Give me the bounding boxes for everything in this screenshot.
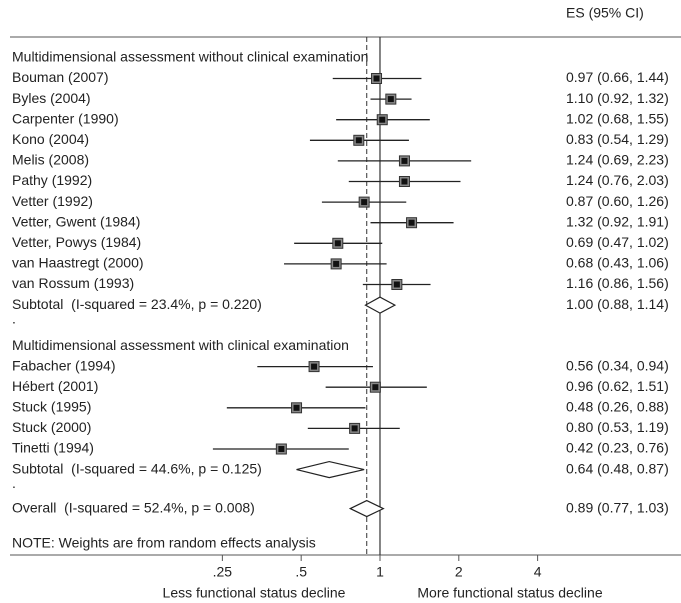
point-estimate <box>311 363 318 370</box>
point-estimate <box>408 219 415 226</box>
overall-diamond <box>348 499 385 518</box>
note: NOTE: Weights are from random effects an… <box>12 535 316 551</box>
effect-label: 1.10 (0.92, 1.32) <box>566 90 669 106</box>
subtotal-diamond <box>364 296 397 314</box>
point-estimate <box>401 178 408 185</box>
study-name: Pathy (1992) <box>12 172 92 188</box>
point-estimate <box>373 75 380 82</box>
point-estimate <box>333 260 340 267</box>
effect-label: 1.24 (0.76, 2.03) <box>566 172 669 188</box>
column-header: ES (95% CI) <box>566 5 644 21</box>
x-axis-label-left: Less functional status decline <box>163 585 346 601</box>
study-name: Bouman (2007) <box>12 69 109 85</box>
effect-label: 0.64 (0.48, 0.87) <box>566 460 669 476</box>
point-estimate <box>379 116 386 123</box>
point-estimate <box>372 384 379 391</box>
study-name: Vetter (1992) <box>12 193 93 209</box>
effect-label: 0.83 (0.54, 1.29) <box>566 131 669 147</box>
x-tick-label: .25 <box>213 564 233 580</box>
separator: . <box>12 310 16 326</box>
study-name: Melis (2008) <box>12 152 89 168</box>
study-name: Stuck (1995) <box>12 399 91 415</box>
study-name: Tinetti (1994) <box>12 440 94 456</box>
group-title: Multidimensional assessment without clin… <box>12 49 368 65</box>
subtotal-name: Subtotal (I-squared = 23.4%, p = 0.220) <box>12 296 262 312</box>
effect-label: 1.16 (0.86, 1.56) <box>566 275 669 291</box>
point-estimate <box>393 281 400 288</box>
point-estimate <box>293 404 300 411</box>
group-title: Multidimensional assessment with clinica… <box>12 337 349 353</box>
effect-label: 1.02 (0.68, 1.55) <box>566 110 669 126</box>
x-axis-label-right: More functional status decline <box>417 585 602 601</box>
study-name: Byles (2004) <box>12 90 91 106</box>
effect-label: 1.32 (0.92, 1.91) <box>566 213 669 229</box>
point-estimate <box>278 446 285 452</box>
separator: . <box>12 475 16 491</box>
x-tick-label: 4 <box>534 564 542 580</box>
effect-label: 1.24 (0.69, 2.23) <box>566 152 669 168</box>
point-estimate <box>361 199 368 206</box>
effect-label: 0.97 (0.66, 1.44) <box>566 69 669 85</box>
subtotal-name: Subtotal (I-squared = 44.6%, p = 0.125) <box>12 460 262 476</box>
overall-name: Overall (I-squared = 52.4%, p = 0.008) <box>12 499 255 515</box>
effect-label: 0.68 (0.43, 1.06) <box>566 255 669 271</box>
effect-label: 0.89 (0.77, 1.03) <box>566 499 669 515</box>
point-estimate <box>387 96 394 103</box>
study-name: Vetter, Powys (1984) <box>12 234 141 250</box>
subtotal-diamond <box>296 460 365 479</box>
x-tick-label: 1 <box>376 564 384 580</box>
study-name: Vetter, Gwent (1984) <box>12 213 140 229</box>
point-estimate <box>334 240 341 247</box>
study-name: Kono (2004) <box>12 131 89 147</box>
effect-label: 0.56 (0.34, 0.94) <box>566 357 669 373</box>
study-name: van Haastregt (2000) <box>12 255 144 271</box>
x-tick-label: .5 <box>295 564 307 580</box>
study-name: van Rossum (1993) <box>12 275 134 291</box>
point-estimate <box>355 137 362 144</box>
effect-label: 1.00 (0.88, 1.14) <box>566 296 669 312</box>
effect-label: 0.42 (0.23, 0.76) <box>566 440 669 456</box>
study-name: Fabacher (1994) <box>12 357 116 373</box>
x-tick-label: 2 <box>455 564 463 580</box>
effect-label: 0.69 (0.47, 1.02) <box>566 234 669 250</box>
study-name: Stuck (2000) <box>12 419 91 435</box>
effect-label: 0.80 (0.53, 1.19) <box>566 419 669 435</box>
study-name: Hébert (2001) <box>12 378 98 394</box>
effect-label: 0.48 (0.26, 0.88) <box>566 399 669 415</box>
effect-label: 0.96 (0.62, 1.51) <box>566 378 669 394</box>
point-estimate <box>351 425 358 432</box>
point-estimate <box>401 157 408 164</box>
effect-label: 0.87 (0.60, 1.26) <box>566 193 669 209</box>
study-name: Carpenter (1990) <box>12 110 119 126</box>
